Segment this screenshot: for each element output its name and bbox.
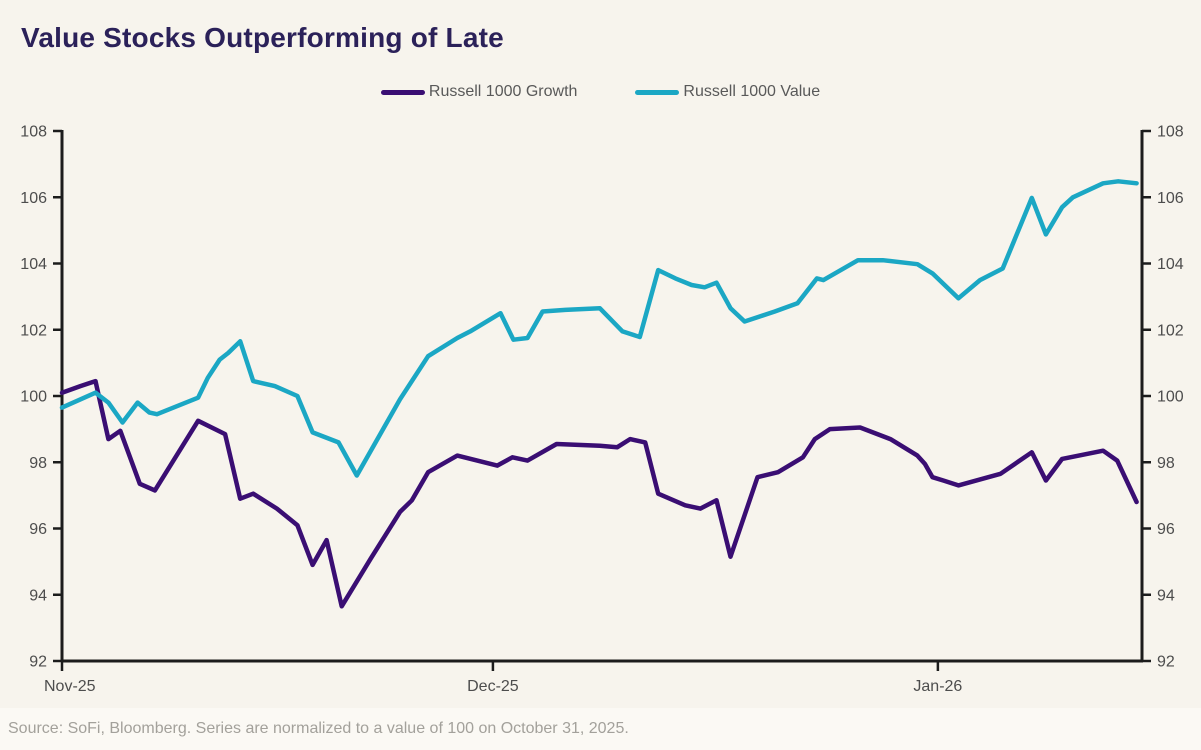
y-tick-label-left: 98 bbox=[29, 455, 47, 472]
legend-item-growth: Russell 1000 Growth bbox=[380, 83, 578, 101]
y-tick-label-right: 108 bbox=[1157, 124, 1184, 141]
chart-legend: Russell 1000 Growth Russell 1000 Value bbox=[0, 83, 1201, 101]
x-tick-label: Dec-25 bbox=[467, 678, 519, 695]
y-tick-label-right: 104 bbox=[1157, 256, 1184, 273]
y-tick-label-left: 102 bbox=[20, 322, 47, 339]
y-tick-label-left: 104 bbox=[20, 256, 47, 273]
x-tick-label: Jan-26 bbox=[913, 678, 962, 695]
series-line-growth bbox=[59, 378, 1139, 609]
page-title: Value Stocks Outperforming of Late bbox=[21, 22, 504, 53]
y-tick-label-left: 94 bbox=[29, 587, 47, 604]
source-note: Source: SoFi, Bloomberg. Series are norm… bbox=[8, 720, 629, 737]
series-line-value bbox=[59, 179, 1139, 478]
footer-bar: Source: SoFi, Bloomberg. Series are norm… bbox=[0, 708, 1201, 750]
growth-line-swatch bbox=[380, 89, 425, 95]
y-tick-label-left: 106 bbox=[20, 190, 47, 207]
y-tick-label-left: 92 bbox=[29, 654, 47, 671]
legend-label-value: Russell 1000 Value bbox=[683, 83, 821, 100]
y-tick-label-right: 98 bbox=[1157, 455, 1175, 472]
y-tick-label-right: 92 bbox=[1157, 654, 1175, 671]
y-tick-label-right: 106 bbox=[1157, 190, 1184, 207]
value-line-swatch bbox=[635, 89, 680, 95]
legend-label-growth: Russell 1000 Growth bbox=[428, 83, 578, 100]
y-tick-label-left: 100 bbox=[20, 389, 47, 406]
x-tick-label: Nov-25 bbox=[44, 678, 96, 695]
legend-item-value: Russell 1000 Value bbox=[635, 83, 820, 101]
y-tick-label-left: 108 bbox=[20, 124, 47, 141]
line-chart: 92 92 94 94 96 96 98 98 100 100 102 102 104 104 106 106… bbox=[20, 124, 1184, 695]
y-tick-label-right: 100 bbox=[1157, 389, 1184, 406]
y-tick-label-right: 94 bbox=[1157, 587, 1175, 604]
y-tick-label-right: 96 bbox=[1157, 521, 1175, 538]
y-tick-label-left: 96 bbox=[29, 521, 47, 538]
y-tick-label-right: 102 bbox=[1157, 322, 1184, 339]
